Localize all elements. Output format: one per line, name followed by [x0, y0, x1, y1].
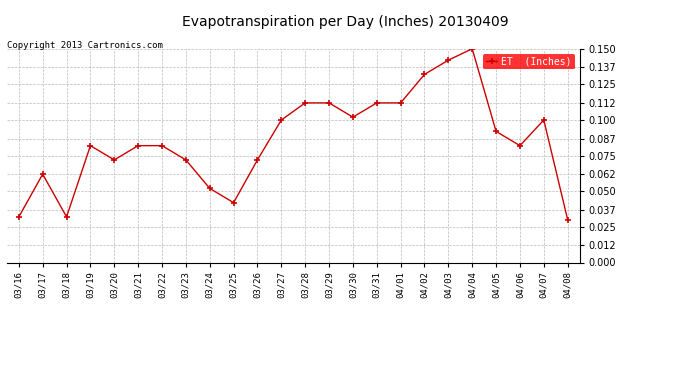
ET  (Inches) [14, 214, 23, 219]
ET  (Inches) [277, 118, 286, 122]
Text: Evapotranspiration per Day (Inches) 20130409: Evapotranspiration per Day (Inches) 2013… [181, 15, 509, 29]
ET  (Inches) [468, 46, 476, 51]
ET  (Inches) [348, 115, 357, 119]
ET  (Inches) [397, 100, 405, 105]
ET  (Inches) [206, 186, 214, 190]
ET  (Inches) [373, 100, 381, 105]
ET  (Inches) [301, 100, 309, 105]
ET  (Inches) [444, 58, 453, 62]
ET  (Inches) [62, 214, 70, 219]
Legend: ET  (Inches): ET (Inches) [483, 54, 575, 69]
ET  (Inches) [39, 172, 47, 176]
ET  (Inches) [110, 158, 119, 162]
Text: Copyright 2013 Cartronics.com: Copyright 2013 Cartronics.com [7, 41, 163, 50]
Line: ET  (Inches): ET (Inches) [15, 45, 571, 223]
ET  (Inches) [134, 143, 142, 148]
ET  (Inches) [158, 143, 166, 148]
ET  (Inches) [86, 143, 95, 148]
ET  (Inches) [564, 217, 572, 222]
ET  (Inches) [420, 72, 428, 76]
ET  (Inches) [516, 143, 524, 148]
ET  (Inches) [253, 158, 262, 162]
ET  (Inches) [492, 129, 500, 134]
ET  (Inches) [181, 158, 190, 162]
ET  (Inches) [540, 118, 548, 122]
ET  (Inches) [325, 100, 333, 105]
ET  (Inches) [230, 200, 238, 205]
